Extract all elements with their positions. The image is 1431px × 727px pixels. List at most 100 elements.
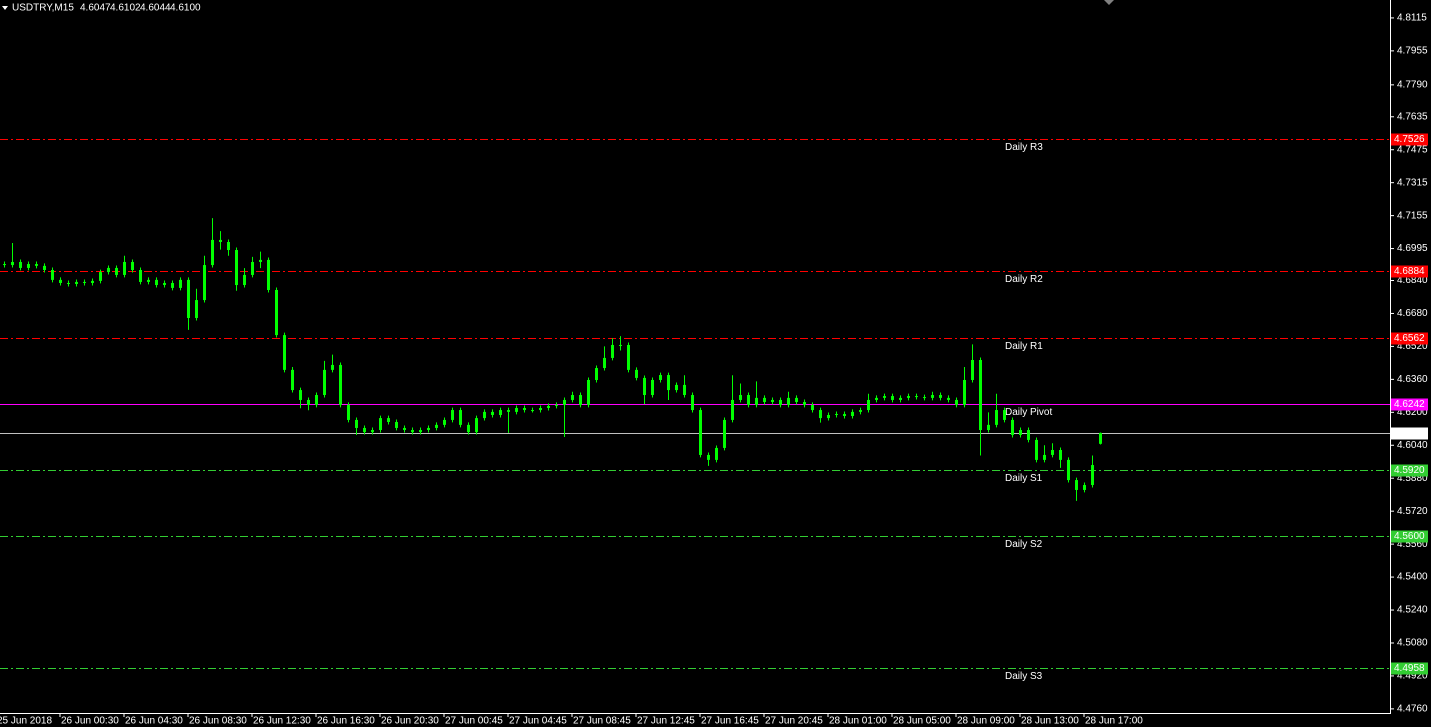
candle-body xyxy=(1035,439,1038,460)
candle-body xyxy=(403,427,406,431)
candle-body xyxy=(243,274,246,286)
candle-body xyxy=(1003,410,1006,420)
candle-body xyxy=(307,399,310,405)
candle-body xyxy=(555,404,558,406)
x-tick-label: 28 Jun 09:00 xyxy=(957,716,1015,727)
candle-body xyxy=(899,397,902,400)
header-ohlc-value: 4.6044 xyxy=(140,3,171,14)
candle-body xyxy=(267,259,270,290)
pivot-level-name: Daily S3 xyxy=(1005,671,1043,682)
candle-body xyxy=(83,281,86,283)
candle-body xyxy=(459,410,462,425)
x-tick-label: 26 Jun 16:30 xyxy=(317,716,375,727)
price-tag xyxy=(1391,398,1428,411)
candle-body xyxy=(443,419,446,425)
candle-body xyxy=(123,261,126,275)
candle-body xyxy=(1011,419,1014,435)
y-tick-label: 4.5560 xyxy=(1397,539,1428,550)
candle-body xyxy=(483,411,486,419)
candle-body xyxy=(395,421,398,428)
candle-body xyxy=(923,397,926,399)
y-tick-label: 4.6040 xyxy=(1397,440,1428,451)
price-tag xyxy=(1391,530,1428,543)
header-ohlc-value: 4.6102 xyxy=(110,3,141,14)
candle-body xyxy=(571,395,574,400)
y-tick-label: 4.7475 xyxy=(1397,144,1428,155)
candle-body xyxy=(787,397,790,405)
menu-arrow[interactable] xyxy=(2,6,8,10)
x-tick-label: 27 Jun 16:45 xyxy=(701,716,759,727)
y-tick-label: 4.7955 xyxy=(1397,46,1428,57)
candle-body xyxy=(667,375,670,391)
candle-body xyxy=(907,396,910,398)
candle-body xyxy=(675,384,678,391)
candle-body xyxy=(867,399,870,411)
price-tag xyxy=(1391,464,1428,477)
x-tick-label: 26 Jun 20:30 xyxy=(381,716,439,727)
candle-body xyxy=(1099,432,1102,444)
price-tag-label: 4.5920 xyxy=(1394,465,1425,476)
candle-body xyxy=(139,270,142,282)
candle-body xyxy=(827,414,830,419)
candle-body xyxy=(315,395,318,405)
candle-body xyxy=(1027,430,1030,440)
price-tag-label: 4.7526 xyxy=(1394,134,1425,145)
candle-body xyxy=(451,410,454,420)
y-tick-label: 4.5720 xyxy=(1397,506,1428,517)
candle-body xyxy=(347,404,350,420)
last-price-tag xyxy=(1391,427,1428,440)
shift-marker[interactable] xyxy=(1104,0,1114,5)
candle-body xyxy=(147,279,150,282)
candle-body xyxy=(1043,454,1046,460)
candle-body xyxy=(1075,480,1078,490)
candle-body xyxy=(419,430,422,433)
candle-body xyxy=(795,397,798,403)
x-tick-label: 27 Jun 12:45 xyxy=(637,716,695,727)
x-tick-label: 26 Jun 12:30 xyxy=(253,716,311,727)
candle-body xyxy=(219,239,222,242)
candle-body xyxy=(331,364,334,370)
candle-body xyxy=(323,369,326,396)
price-tag xyxy=(1391,332,1428,345)
pivot-level-name: Daily R3 xyxy=(1005,142,1043,153)
candle-body xyxy=(531,410,534,412)
candle-body xyxy=(659,375,662,380)
x-tick-label: 27 Jun 00:45 xyxy=(445,716,503,727)
candle-body xyxy=(627,344,630,370)
pivot-level-name: Daily R1 xyxy=(1005,341,1043,352)
candle-body xyxy=(811,404,814,411)
y-tick-label: 4.4920 xyxy=(1397,671,1428,682)
candle-body xyxy=(435,424,438,428)
price-tag-label: 4.4958 xyxy=(1394,663,1425,674)
candle-body xyxy=(963,379,966,405)
candle-body xyxy=(995,410,998,425)
y-tick-label: 4.4760 xyxy=(1397,704,1428,715)
candle-body xyxy=(3,264,6,266)
y-tick-label: 4.6840 xyxy=(1397,275,1428,286)
pivot-level-name: Daily S1 xyxy=(1005,473,1043,484)
candle-body xyxy=(619,344,622,346)
candle-body xyxy=(99,272,102,281)
candle-body xyxy=(299,390,302,400)
y-tick-label: 4.6200 xyxy=(1397,407,1428,418)
price-tag xyxy=(1391,133,1428,146)
candle-body xyxy=(971,360,974,380)
candle-body xyxy=(547,405,550,408)
candle-body xyxy=(723,419,726,448)
candle-body xyxy=(931,395,934,398)
candle-body xyxy=(115,267,118,275)
candle-body xyxy=(491,411,494,415)
candle-body xyxy=(915,396,918,398)
candle-body xyxy=(563,399,566,405)
candle-body xyxy=(163,282,166,286)
last-price-label: 4.6100 xyxy=(1394,428,1425,439)
candle-body xyxy=(131,261,134,271)
y-tick-label: 4.5240 xyxy=(1397,605,1428,616)
candle-body xyxy=(819,410,822,419)
candle-body xyxy=(227,241,230,251)
candle-body xyxy=(379,418,382,431)
candle-body xyxy=(987,424,990,431)
candle-body xyxy=(155,279,158,286)
candle-body xyxy=(755,397,758,405)
